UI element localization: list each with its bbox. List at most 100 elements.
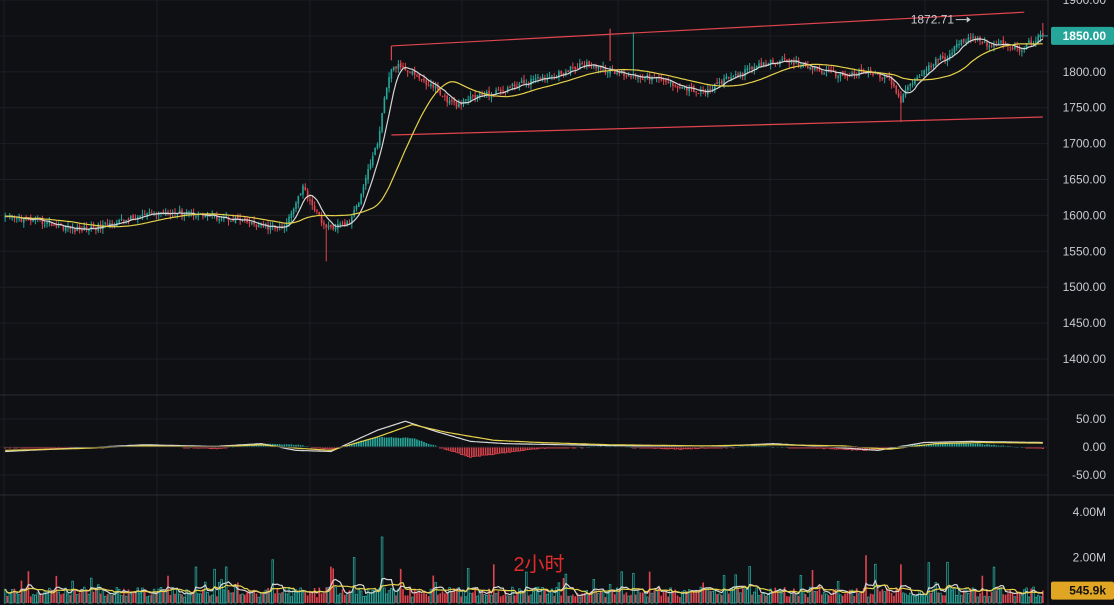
volume-bar [78, 592, 81, 603]
candle-body [9, 215, 11, 218]
volume-bar [311, 591, 314, 603]
volume-bar [913, 596, 917, 604]
candle-body [725, 76, 728, 79]
candle-body [883, 77, 886, 79]
volume-bar [27, 571, 30, 603]
candle-body [790, 60, 793, 63]
volume-bar [1004, 594, 1007, 603]
volume-bar [667, 596, 670, 603]
candle-body [851, 72, 853, 74]
candle-body [43, 224, 46, 226]
candle-body [907, 86, 909, 90]
candle-body [674, 85, 677, 87]
volume-bar [862, 588, 865, 603]
price-tick-label: 1900.00 [1063, 0, 1107, 7]
candle-body [609, 69, 611, 74]
candle-body [243, 218, 246, 220]
candle-body [139, 216, 141, 218]
macd-histogram-bar [518, 446, 521, 452]
candle-body [325, 224, 328, 228]
volume-bar [103, 595, 107, 604]
volume-bar [478, 591, 482, 604]
candle-body [169, 214, 172, 216]
macd-histogram-bar [246, 445, 248, 447]
candle-body [834, 71, 837, 77]
volume-bar [827, 595, 830, 603]
candle-body [718, 81, 721, 84]
candle-body [1009, 46, 1012, 48]
volume-bar [304, 591, 307, 603]
candle-body [497, 89, 500, 91]
volume-bar [271, 559, 274, 604]
volume-bar [45, 592, 49, 604]
volume-bar [608, 584, 612, 604]
volume-bar [669, 587, 672, 604]
candle-body [1000, 41, 1002, 43]
volume-bar [690, 590, 693, 603]
volume-bar [499, 596, 502, 603]
candle-body [890, 76, 893, 85]
volume-bar [120, 595, 123, 604]
volume-bar [755, 587, 758, 604]
volume-bar [466, 568, 470, 604]
candle-body [983, 41, 986, 43]
candle-body [46, 222, 48, 225]
volume-bar [518, 588, 521, 604]
candle-body [599, 65, 602, 69]
candle-body [485, 91, 488, 95]
candle-body [288, 216, 290, 223]
candle-body [388, 77, 390, 89]
candle-body [634, 75, 637, 77]
macd-histogram-bar [960, 442, 963, 447]
volume-bar [941, 595, 944, 603]
volume-bar [22, 588, 25, 604]
candle-body [53, 224, 55, 226]
candle-body [893, 83, 895, 87]
macd-histogram-bar [758, 445, 760, 447]
macd-histogram-bar [381, 436, 383, 447]
candle-body [723, 78, 725, 86]
volume-bar [264, 589, 267, 604]
volume-bar [930, 592, 932, 603]
macd-histogram-bar [390, 437, 393, 447]
volume-bar [950, 589, 954, 604]
volume-bar [918, 590, 921, 604]
candle-body [530, 79, 532, 85]
volume-bar [615, 587, 619, 604]
candle-body [437, 85, 439, 90]
candle-body [837, 76, 839, 79]
volume-bar [262, 591, 265, 603]
volume-bar [567, 595, 570, 603]
macd-histogram-bar [406, 437, 409, 447]
volume-bar [569, 595, 572, 604]
candle-body [606, 72, 609, 74]
volume-bar [737, 588, 739, 603]
volume-bar [41, 595, 44, 603]
candle-body [993, 44, 995, 47]
volume-bar [704, 589, 707, 603]
candle-body [1011, 48, 1014, 50]
candle-body [783, 57, 786, 60]
volume-bar [148, 595, 151, 604]
volume-bar [274, 593, 276, 603]
macd-histogram-bar [953, 442, 956, 447]
volume-bar [1034, 596, 1038, 604]
macd-histogram-bar [360, 440, 362, 447]
volume-bar [464, 596, 468, 604]
volume-bar [269, 590, 272, 604]
candle-body [548, 76, 551, 78]
macd-histogram-bar [522, 446, 526, 451]
candle-body [469, 96, 472, 101]
candle-body [592, 66, 595, 68]
volume-bar [409, 587, 411, 603]
volume-bar [511, 586, 514, 604]
candle-body [490, 94, 493, 98]
ma-fast-line [5, 38, 1044, 230]
candle-body [218, 219, 221, 221]
volume-bar [872, 594, 874, 603]
price-tick-label: 1550.00 [1063, 244, 1107, 258]
macd-histogram-bar [399, 438, 402, 447]
volume-bar [217, 582, 221, 604]
volume-bar [455, 588, 458, 603]
candle-body [820, 70, 823, 74]
